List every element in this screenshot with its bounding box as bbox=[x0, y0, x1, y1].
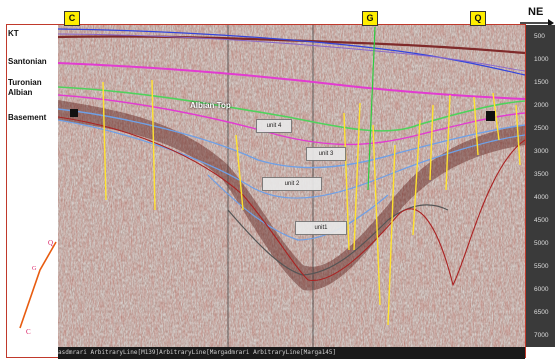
depth-tick: 3000 bbox=[534, 148, 549, 155]
depth-tick: 1000 bbox=[534, 56, 549, 63]
inset-label-c: C bbox=[26, 328, 31, 336]
fault-line bbox=[429, 104, 434, 181]
fault-line bbox=[515, 104, 521, 166]
inset-trace-line bbox=[19, 241, 57, 329]
well-marker-c: C bbox=[64, 11, 80, 26]
unit2-horizon-line bbox=[207, 174, 389, 241]
well-marker-q: Q bbox=[470, 11, 486, 26]
depth-tick: 6000 bbox=[534, 286, 549, 293]
basement-reflector-band bbox=[58, 100, 525, 291]
fault-line bbox=[151, 79, 156, 211]
depth-tick: 3500 bbox=[534, 171, 549, 178]
depth-tick: 2000 bbox=[534, 102, 549, 109]
turonian-label: Turonian bbox=[8, 78, 42, 87]
kt-horizon-line bbox=[58, 35, 525, 55]
fault-lines bbox=[102, 79, 521, 326]
green-fault-line bbox=[367, 26, 376, 191]
direction-label: NE bbox=[528, 6, 544, 18]
unit2-label: unit 2 bbox=[262, 177, 322, 191]
depth-tick: 6500 bbox=[534, 309, 549, 316]
santonian-label: Santonian bbox=[8, 57, 47, 66]
fault-line bbox=[372, 124, 381, 306]
depth-tick: 5000 bbox=[534, 240, 549, 247]
depth-tick: 500 bbox=[534, 33, 545, 40]
inset-label-q: Q bbox=[48, 239, 53, 247]
depth-tick: 1500 bbox=[534, 79, 549, 86]
line-name-strip: asdmrari ArbitraryLine[M139]ArbitraryLin… bbox=[58, 347, 525, 359]
fault-line bbox=[102, 81, 107, 201]
fault-line bbox=[412, 119, 421, 236]
albian-top-horizon-line bbox=[58, 94, 525, 146]
fault-line bbox=[343, 112, 350, 251]
seismic-panel bbox=[58, 25, 525, 347]
unit4-label: unit 4 bbox=[256, 119, 292, 133]
fault-line bbox=[492, 92, 500, 141]
fault-line bbox=[235, 134, 244, 211]
well-marker-g: G bbox=[362, 11, 378, 26]
albian-top-label: Albian Top bbox=[190, 101, 231, 110]
turonian-horizon-line bbox=[58, 86, 525, 132]
shallow-blue-horizon-line bbox=[58, 28, 525, 76]
unit3-label: unit 3 bbox=[306, 147, 346, 161]
basement-horizon-line bbox=[58, 116, 525, 287]
fault-line bbox=[473, 96, 479, 156]
fault-line bbox=[445, 94, 451, 191]
kt-label: KT bbox=[8, 29, 19, 38]
unit3-horizon-line bbox=[58, 119, 525, 199]
unit1-label: unit1 bbox=[295, 221, 347, 235]
fault-line bbox=[387, 144, 396, 326]
depth-tick: 4500 bbox=[534, 217, 549, 224]
basement-label: Basement bbox=[8, 113, 47, 122]
santonian-horizon-line bbox=[58, 62, 525, 100]
depth-tick: 4000 bbox=[534, 194, 549, 201]
well-marker bbox=[486, 111, 495, 121]
location-inset-map: Q G C bbox=[19, 239, 57, 336]
inset-label-g: G bbox=[32, 266, 37, 272]
well-marker bbox=[70, 109, 78, 117]
depth-tick: 2500 bbox=[534, 125, 549, 132]
depth-tick: 5500 bbox=[534, 263, 549, 270]
depth-tick: 7000 bbox=[534, 332, 549, 339]
albian-label: Albian bbox=[8, 88, 33, 97]
depth-scale-bar bbox=[526, 25, 555, 347]
purple-horizon-line bbox=[58, 33, 525, 72]
fault-line bbox=[353, 102, 361, 251]
unit1-horizon-line bbox=[227, 204, 449, 276]
